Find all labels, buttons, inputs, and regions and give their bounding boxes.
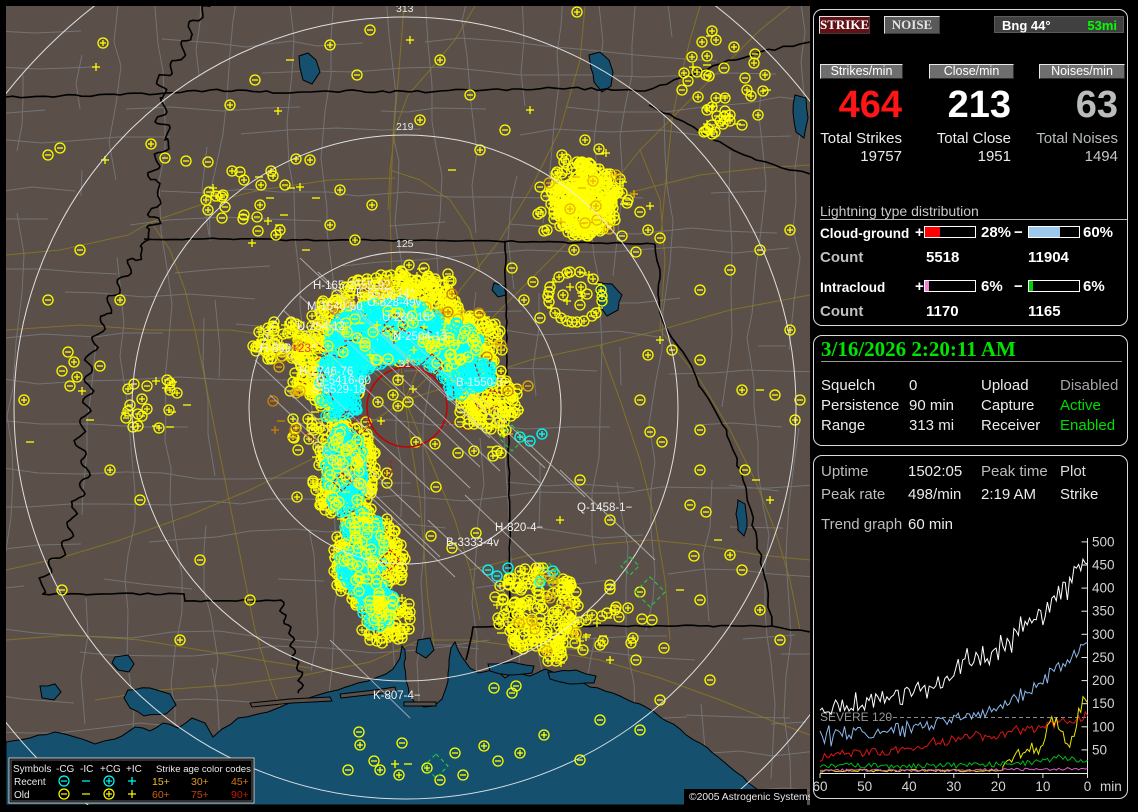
svg-text:219: 219 xyxy=(396,121,414,133)
svg-text:Strike age color codes: Strike age color codes xyxy=(156,764,251,775)
svg-text:N-2504-13: N-2504-13 xyxy=(393,331,447,343)
svg-text:40: 40 xyxy=(902,779,917,794)
svg-text:SEVERE 120: SEVERE 120 xyxy=(820,710,892,724)
svg-text:-IC: -IC xyxy=(80,764,93,775)
svg-text:125: 125 xyxy=(396,238,414,250)
svg-text:H-165-2555-92: H-165-2555-92 xyxy=(313,280,390,292)
svg-text:31: 31 xyxy=(399,358,411,370)
svg-text:M-1540-50: M-1540-50 xyxy=(307,301,363,313)
svg-text:Q-5416-60: Q-5416-60 xyxy=(316,375,371,387)
svg-text:B-3333-4v: B-3333-4v xyxy=(446,537,499,549)
svg-text:H-820-4−: H-820-4− xyxy=(495,522,544,534)
svg-text:U-260-15^: U-260-15^ xyxy=(382,312,436,324)
svg-text:150: 150 xyxy=(1092,696,1115,711)
svg-text:Old: Old xyxy=(14,790,30,801)
svg-text:0: 0 xyxy=(1084,779,1092,794)
svg-text:350: 350 xyxy=(1092,604,1115,619)
svg-text:60+: 60+ xyxy=(152,789,170,801)
svg-text:©2005 Astrogenic Systems: ©2005 Astrogenic Systems xyxy=(689,792,810,803)
svg-text:-CG: -CG xyxy=(56,764,75,775)
svg-text:+CG: +CG xyxy=(100,764,121,775)
svg-text:+IC: +IC xyxy=(126,764,142,775)
svg-text:H-899+23^: H-899+23^ xyxy=(260,343,317,355)
svg-text:50: 50 xyxy=(857,779,872,794)
svg-text:S-5529-18: S-5529-18 xyxy=(312,384,366,396)
svg-text:Q-1458-1−: Q-1458-1− xyxy=(577,502,633,514)
svg-text:30+: 30+ xyxy=(191,776,209,788)
svg-text:E-5570-14^: E-5570-14^ xyxy=(356,288,416,300)
svg-text:Symbols: Symbols xyxy=(13,764,51,775)
svg-text:15+: 15+ xyxy=(152,776,170,788)
svg-text:30: 30 xyxy=(946,779,961,794)
svg-text:O-828-49v: O-828-49v xyxy=(367,297,422,309)
svg-text:20: 20 xyxy=(991,779,1006,794)
svg-text:200: 200 xyxy=(1092,673,1115,688)
svg-text:300: 300 xyxy=(1092,627,1115,642)
svg-text:B-1550-3−: B-1550-3− xyxy=(456,377,510,389)
svg-text:K-807-4−: K-807-4− xyxy=(373,690,421,702)
svg-text:90+: 90+ xyxy=(231,789,249,801)
svg-text:500: 500 xyxy=(1092,534,1115,549)
svg-text:60: 60 xyxy=(812,779,827,794)
svg-text:100: 100 xyxy=(1092,719,1115,734)
svg-text:313: 313 xyxy=(396,6,414,15)
svg-text:H-2746-76: H-2746-76 xyxy=(299,366,353,378)
svg-text:45+: 45+ xyxy=(231,776,249,788)
svg-text:400: 400 xyxy=(1092,581,1115,596)
svg-text:min: min xyxy=(1100,779,1122,794)
svg-text:250: 250 xyxy=(1092,650,1115,665)
svg-text:U-254-12: U-254-12 xyxy=(297,321,345,333)
svg-text:75+: 75+ xyxy=(191,789,209,801)
svg-text:Recent: Recent xyxy=(14,777,46,788)
svg-text:50: 50 xyxy=(1092,742,1107,757)
svg-text:10: 10 xyxy=(1035,779,1050,794)
svg-text:450: 450 xyxy=(1092,558,1115,573)
